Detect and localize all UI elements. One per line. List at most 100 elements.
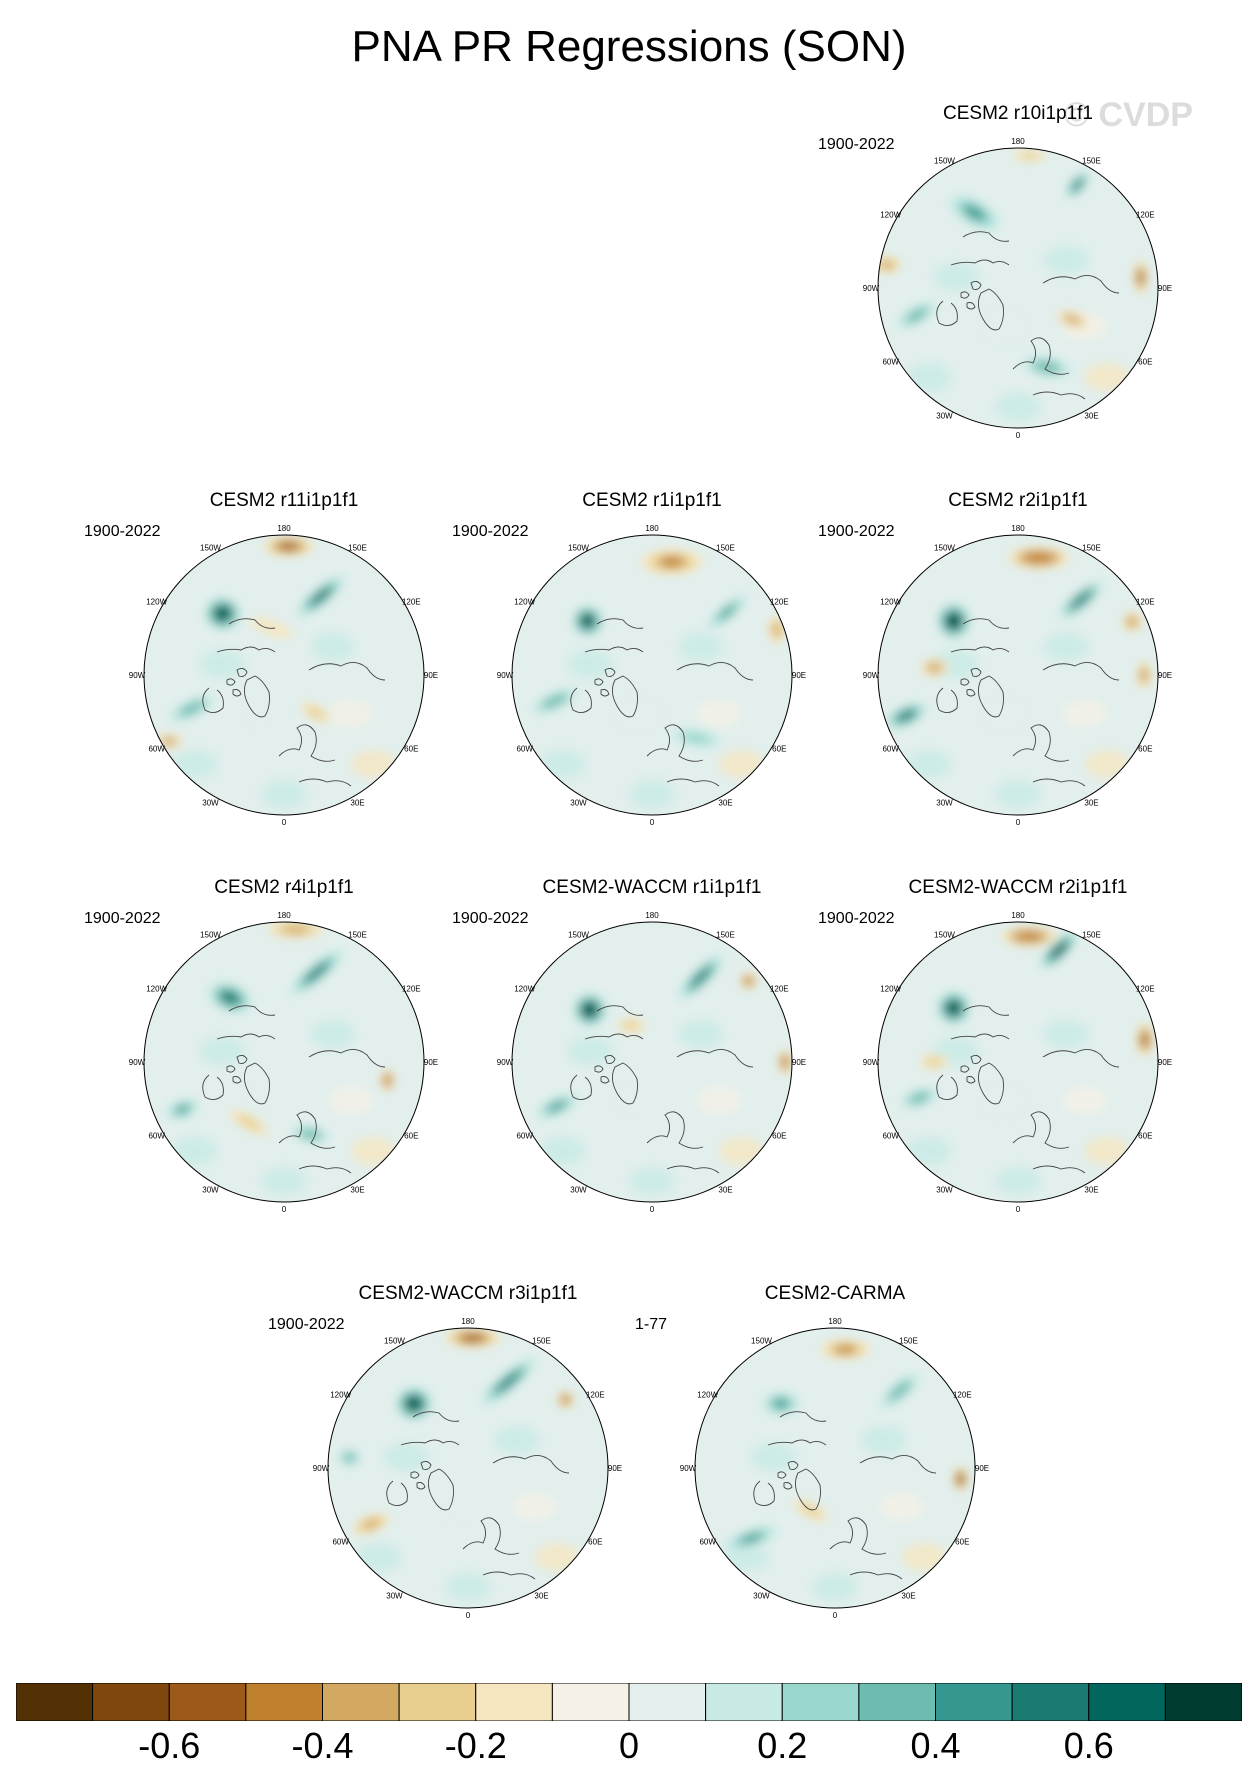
precip-anomaly — [585, 1005, 595, 1015]
precip-anomaly — [312, 589, 329, 604]
coastline — [1012, 724, 1070, 762]
longitude-label: 0 — [650, 818, 655, 827]
map-background — [512, 922, 792, 1202]
panel-period: 1900-2022 — [268, 1316, 345, 1333]
background-patch — [1084, 363, 1130, 392]
polar-map: 180 150E 120E 90E 60E 30E 0 30W 60W 90W 120W 150W — [497, 911, 806, 1214]
longitude-label: 30W — [936, 1185, 953, 1194]
colorbar-bin — [628, 1683, 707, 1721]
background-patch — [995, 780, 1041, 808]
background-patch — [678, 1020, 723, 1048]
map-panel: CESM2-WACCM r2i1p1f1 1900-2022 180 150E 12… — [818, 877, 1218, 1257]
coastline — [936, 300, 958, 326]
colorbar-bin — [168, 1683, 247, 1721]
background-patch — [1062, 1086, 1108, 1115]
background-patch — [718, 750, 764, 779]
coastline — [202, 1074, 224, 1100]
background-patch — [199, 650, 245, 679]
precip-anomaly — [222, 992, 238, 1003]
coastline — [278, 1111, 336, 1149]
longitude-label: 90W — [313, 1464, 330, 1473]
colorbar-bin — [322, 1683, 400, 1721]
longitude-label: 0 — [282, 1205, 287, 1214]
longitude-label: 30W — [202, 798, 219, 807]
coastline — [594, 667, 616, 697]
colorbar-tick-label: 0.6 — [1063, 1725, 1114, 1766]
polar-map: 180 150E 120E 90E 60E 30E 0 30W 60W 90W 120W 150W — [680, 1317, 989, 1620]
precip-anomaly — [1062, 314, 1083, 325]
background-patch — [350, 1137, 396, 1166]
colorbar-bin — [705, 1683, 783, 1721]
coastline — [950, 259, 1010, 266]
longitude-label: 90E — [424, 1058, 438, 1067]
longitude-label: 60W — [882, 745, 899, 754]
precip-anomaly — [384, 1075, 391, 1086]
background-patch — [696, 1086, 742, 1115]
panel-title: CESM2 r4i1p1f1 — [214, 877, 354, 898]
panel-title: CESM2-WACCM r1i1p1f1 — [542, 877, 762, 898]
precip-anomaly — [904, 307, 929, 324]
longitude-label: 60E — [1138, 745, 1152, 754]
background-patch — [261, 1167, 307, 1195]
precip-anomaly — [887, 1380, 912, 1402]
panel-title: CESM2-WACCM r3i1p1f1 — [358, 1283, 578, 1304]
background-patch — [981, 1087, 1027, 1116]
coastline — [226, 667, 248, 697]
precip-anomaly — [175, 1105, 190, 1114]
coastline — [936, 687, 958, 713]
background-patch — [310, 633, 355, 661]
coastline — [936, 1074, 958, 1100]
longitude-label: 30W — [386, 1591, 403, 1600]
longitude-label: 90E — [792, 671, 806, 680]
longitude-label: 180 — [1011, 137, 1025, 146]
longitude-label: 90E — [424, 671, 438, 680]
longitude-label: 30W — [570, 798, 587, 807]
longitude-label: 60W — [516, 745, 533, 754]
coastline — [492, 1455, 570, 1474]
longitude-label: 150W — [568, 544, 589, 553]
longitude-label: 120E — [770, 985, 789, 994]
panel-period: 1900-2022 — [452, 910, 529, 927]
background-patch — [696, 699, 742, 728]
longitude-label: 60E — [772, 745, 786, 754]
precip-anomaly — [958, 1475, 963, 1483]
longitude-label: 30E — [1084, 1185, 1098, 1194]
panel-title: CESM2 r1i1p1f1 — [582, 490, 722, 511]
longitude-label: 60E — [772, 1132, 786, 1141]
precip-anomaly — [963, 205, 986, 221]
precip-anomaly — [463, 1334, 482, 1342]
coastline — [612, 675, 638, 718]
background-patch — [906, 1137, 952, 1166]
longitude-label: 60E — [955, 1538, 969, 1547]
longitude-label: 90E — [792, 1058, 806, 1067]
longitude-label: 120W — [880, 985, 901, 994]
longitude-label: 120W — [146, 985, 167, 994]
colorbar-bin — [858, 1683, 937, 1721]
longitude-label: 90W — [863, 284, 880, 293]
longitude-label: 60W — [699, 1538, 716, 1547]
colorbar-bin — [935, 1683, 1013, 1721]
longitude-label: 0 — [282, 818, 287, 827]
background-patch — [567, 650, 613, 679]
precip-anomaly — [499, 1373, 518, 1390]
precip-anomaly — [1019, 152, 1040, 159]
background-patch — [1062, 699, 1108, 728]
precip-anomaly — [1138, 271, 1144, 283]
colorbar-tick-label: -0.2 — [444, 1725, 507, 1766]
precip-anomaly — [409, 1399, 420, 1409]
longitude-label: 60W — [332, 1538, 349, 1547]
background-patch — [310, 1020, 355, 1048]
background-patch — [933, 263, 979, 292]
precip-anomaly — [782, 1056, 788, 1068]
background-patch — [172, 750, 218, 779]
longitude-label: 150E — [1082, 544, 1101, 553]
map-background — [512, 535, 792, 815]
panel-title: CESM2 r2i1p1f1 — [948, 490, 1088, 511]
coastline — [410, 1460, 432, 1490]
longitude-label: 120W — [697, 1391, 718, 1400]
longitude-label: 90E — [1158, 284, 1172, 293]
background-patch — [615, 700, 661, 729]
longitude-label: 30E — [901, 1591, 915, 1600]
longitude-label: 180 — [645, 911, 659, 920]
longitude-label: 60W — [882, 1132, 899, 1141]
